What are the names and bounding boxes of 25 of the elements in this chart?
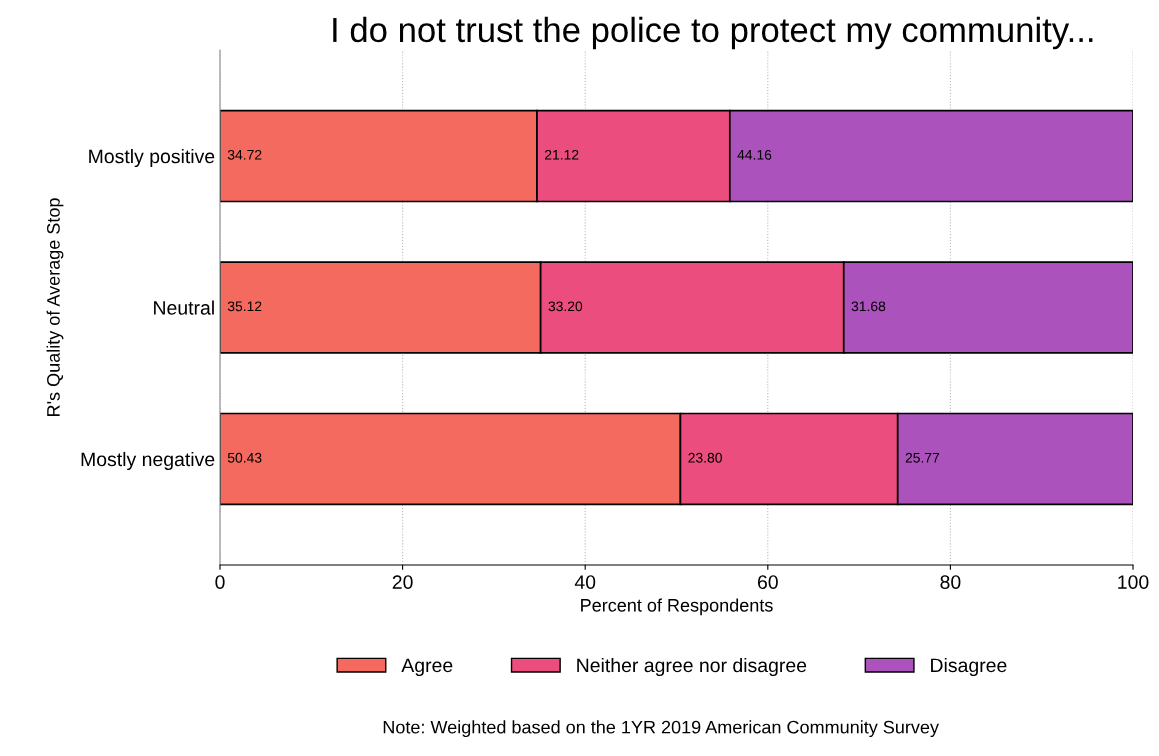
y-tick-label: Neutral xyxy=(154,300,214,315)
data-label: 34.72 xyxy=(227,149,262,160)
legend-label: Disagree xyxy=(931,657,1007,677)
data-label: 50.43 xyxy=(227,452,262,463)
y-tick-label: Mostly positive xyxy=(89,148,215,168)
text: Note: Weighted based on the 1YR 2019 American Community Survey xyxy=(383,720,939,738)
x-tick-label: 60 xyxy=(757,575,778,589)
x-tick-label: 100 xyxy=(1118,575,1149,589)
x-tick-label: 40 xyxy=(574,575,596,589)
x-tick-label: 20 xyxy=(392,575,413,589)
chart-title: I do not trust the police to protect my community... xyxy=(333,16,1093,50)
data-label: 44.16 xyxy=(737,149,772,160)
data-label: 25.77 xyxy=(905,452,940,463)
x-axis-title: Percent of Respondents xyxy=(581,598,773,616)
legend-label: Neither agree nor disagree xyxy=(577,657,807,677)
x-tick-label: 80 xyxy=(940,575,961,589)
x-tick-label: 0 xyxy=(215,575,225,589)
data-label: 31.68 xyxy=(851,301,886,312)
y-axis-title: R's Quality of Average Stop xyxy=(46,198,64,416)
legend-label: Agree xyxy=(401,658,453,677)
data-label: 21.12 xyxy=(545,149,579,160)
data-label: 35.12 xyxy=(227,301,262,312)
y-tick-label: Mostly negative xyxy=(81,451,215,471)
data-label: 23.80 xyxy=(688,452,722,463)
data-label: 33.20 xyxy=(548,301,583,312)
